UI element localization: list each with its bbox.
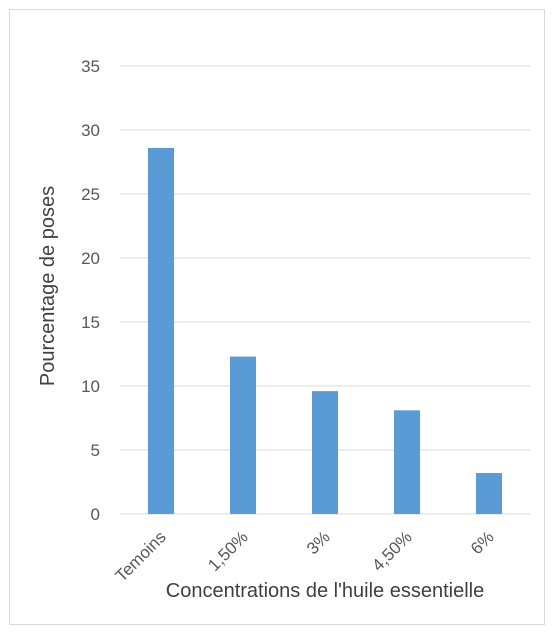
bar-1 [230, 356, 256, 514]
y-axis-ticks: 0 5 10 15 20 25 30 35 [81, 57, 100, 524]
y-tick-label: 20 [81, 249, 100, 268]
y-axis-title: Pourcentage de poses [37, 186, 59, 386]
bar-0 [148, 147, 174, 515]
x-tick-label: 6% [467, 527, 498, 558]
x-tick-label: 4,50% [368, 527, 416, 575]
y-tick-label: 30 [81, 121, 100, 140]
y-tick-label: 0 [91, 505, 100, 524]
y-tick-label: 25 [81, 185, 100, 204]
x-tick-label: 1,50% [204, 527, 252, 575]
bar-2 [312, 391, 338, 514]
y-tick-label: 10 [81, 377, 100, 396]
x-axis-title: Concentrations de l'huile essentielle [166, 580, 484, 602]
y-tick-label: 35 [81, 57, 100, 76]
y-tick-label: 15 [81, 313, 100, 332]
x-axis-ticks: Temoins 1,50% 3% 4,50% 6% [112, 527, 498, 585]
bar-4 [476, 473, 502, 514]
bar-3 [394, 410, 420, 514]
y-tick-label: 5 [91, 441, 100, 460]
x-tick-label: Temoins [112, 527, 170, 585]
x-tick-label: 3% [303, 527, 334, 558]
bars [148, 147, 502, 515]
chart-frame [9, 9, 545, 625]
gridlines [120, 65, 530, 515]
